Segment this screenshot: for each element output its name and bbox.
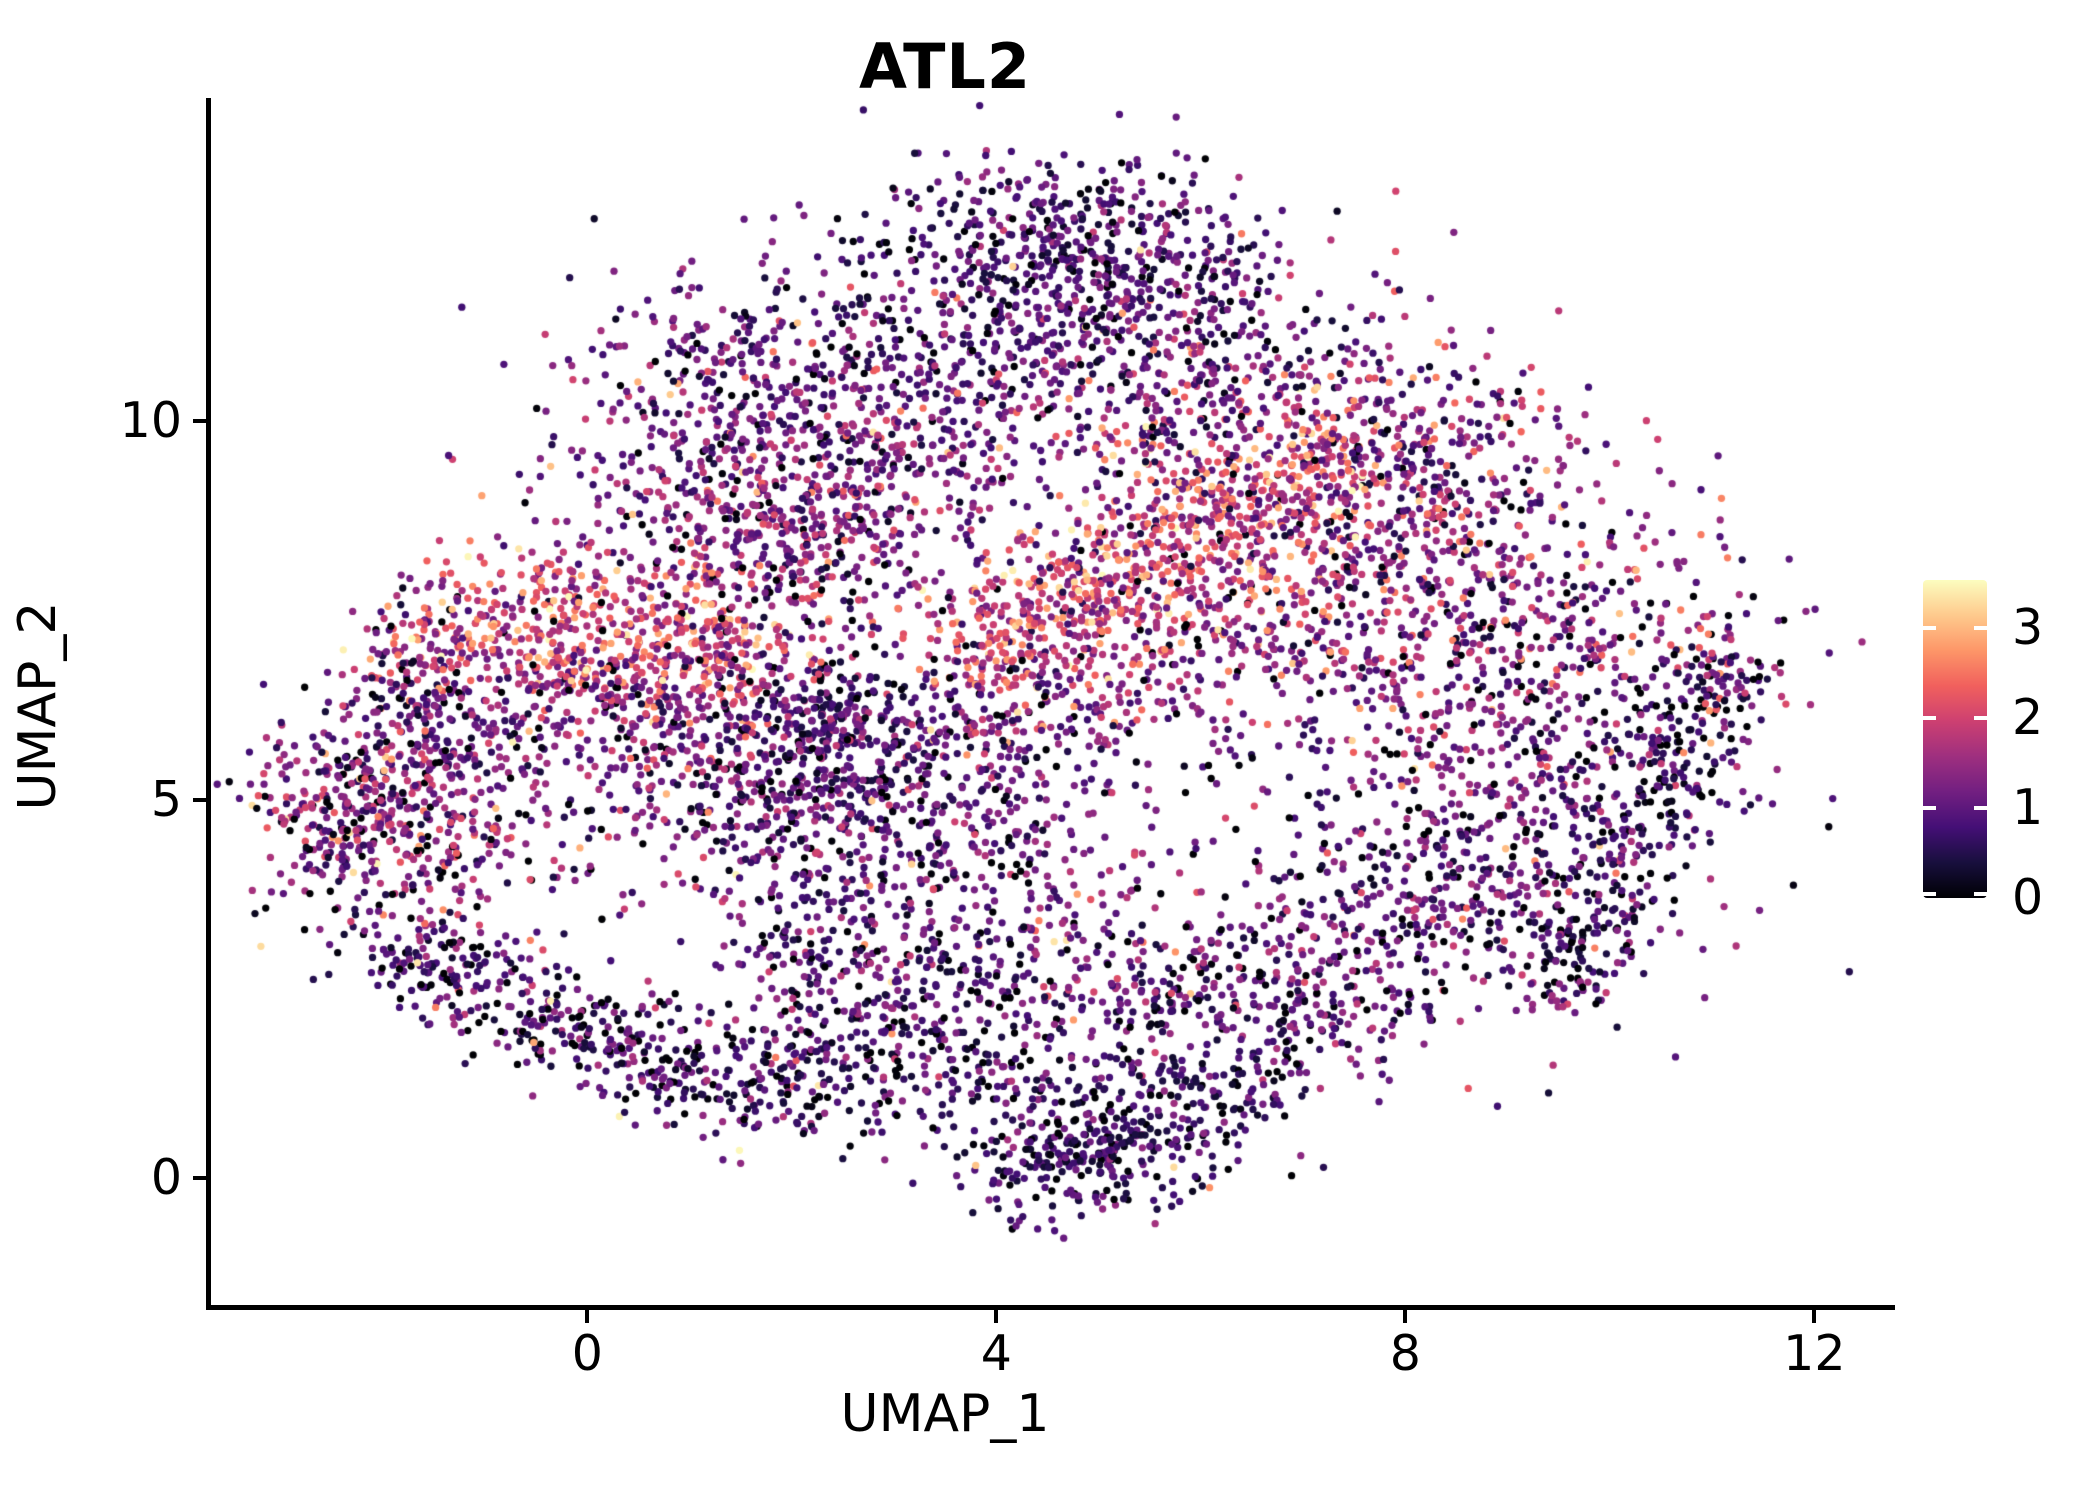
x-tick-label: 4 <box>980 1325 1012 1382</box>
x-axis-label: UMAP_1 <box>840 1384 1050 1444</box>
y-tick-label: 0 <box>150 1149 182 1207</box>
y-axis-spine <box>206 98 211 1310</box>
colorbar-tick-mark <box>1923 715 1936 720</box>
plot-title: ATL2 <box>858 30 1032 103</box>
y-tick <box>193 797 206 802</box>
colorbar-tick-mark <box>1923 892 1936 896</box>
colorbar-tick-mark <box>1923 625 1936 630</box>
colorbar-tick-mark <box>1974 625 1987 630</box>
colorbar-tick-mark <box>1974 715 1987 720</box>
y-tick <box>193 1176 206 1181</box>
y-axis-label: UMAP_2 <box>8 601 68 811</box>
x-tick <box>994 1310 999 1323</box>
colorbar-tick-label: 0 <box>2012 869 2044 926</box>
x-tick-label: 0 <box>571 1325 603 1382</box>
y-tick-label: 5 <box>150 770 182 828</box>
colorbar-tick-mark <box>1974 892 1987 896</box>
x-tick <box>1403 1310 1408 1323</box>
x-tick <box>1812 1310 1817 1323</box>
colorbar-tick-label: 2 <box>2012 688 2044 746</box>
y-tick <box>193 419 206 424</box>
colorbar-gradient <box>1923 580 1987 898</box>
x-tick-label: 12 <box>1783 1325 1846 1382</box>
y-tick-label: 10 <box>119 392 182 450</box>
x-axis-spine <box>206 1305 1895 1310</box>
x-tick-label: 8 <box>1389 1325 1421 1382</box>
colorbar-tick-mark <box>1974 805 1987 810</box>
x-tick <box>585 1310 590 1323</box>
colorbar-tick-label: 3 <box>2012 598 2044 656</box>
colorbar-tick-label: 1 <box>2012 778 2044 836</box>
colorbar-tick-mark <box>1923 805 1936 810</box>
